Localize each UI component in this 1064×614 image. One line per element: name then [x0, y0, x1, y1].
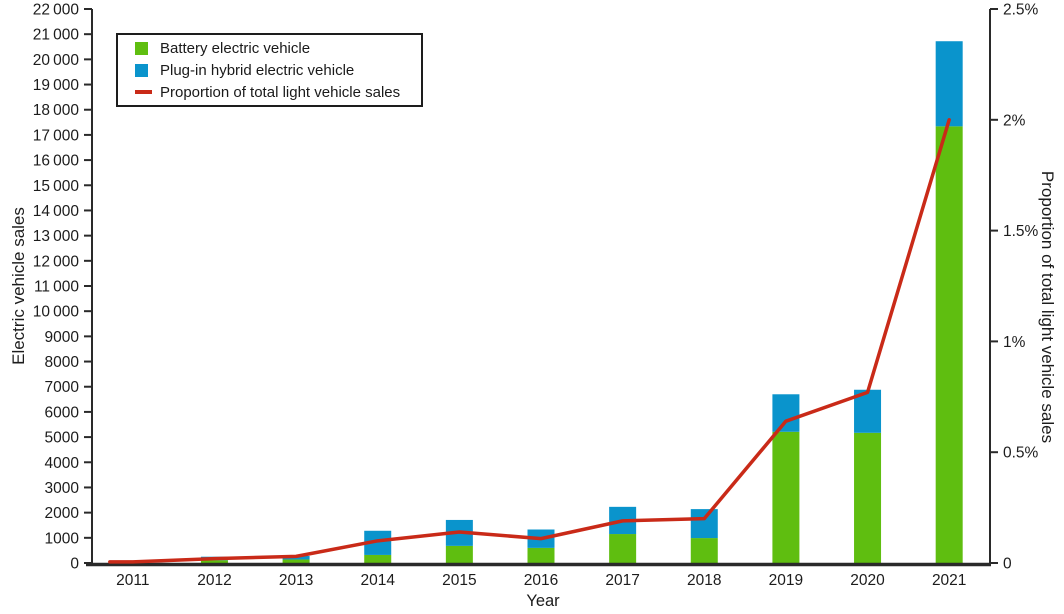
legend-item-bev: Battery electric vehicle [135, 39, 421, 58]
right-tick-label: 0 [1003, 556, 1012, 573]
x-axis-title: Year [526, 592, 560, 610]
right-tick-label: 2% [1003, 112, 1026, 129]
left-tick-label: 6000 [45, 404, 80, 421]
left-tick-label: 9000 [45, 329, 80, 346]
left-tick-label: 8000 [45, 354, 80, 371]
left-axis-title: Electric vehicle sales [9, 207, 28, 365]
x-tick-label-2018: 2018 [687, 572, 721, 589]
bar-bev-2016 [527, 547, 555, 563]
proportion-line [108, 118, 951, 564]
left-tick-label: 0 [70, 556, 79, 573]
left-tick-label: 12 000 [33, 253, 80, 270]
left-tick-label: 21 000 [33, 27, 80, 44]
right-tick-label: 0.5% [1003, 445, 1039, 462]
left-tick-label: 5000 [45, 430, 80, 447]
legend-item-phev: Plug-in hybrid electric vehicle [135, 61, 421, 80]
left-tick-label: 22 000 [33, 2, 80, 19]
legend: Battery electric vehicle Plug-in hybrid … [116, 33, 423, 107]
bar-bev-2021 [935, 126, 963, 563]
bar-bev-2013 [282, 559, 310, 563]
phev-swatch-icon [135, 63, 148, 77]
left-tick-label: 2000 [45, 505, 80, 522]
bar-bev-2015 [445, 545, 473, 563]
left-tick-label: 15 000 [33, 178, 80, 195]
x-tick-label-2016: 2016 [524, 572, 558, 589]
left-tick-label: 7000 [45, 379, 80, 396]
left-tick-label: 3000 [45, 480, 80, 497]
right-tick-label: 1.5% [1003, 223, 1039, 240]
bar-phev-2019 [772, 394, 800, 432]
left-tick-label: 14 000 [33, 203, 80, 220]
bev-swatch-icon [135, 41, 148, 55]
left-tick-label: 4000 [45, 455, 80, 472]
bar-bev-2020 [854, 432, 882, 563]
right-axis-title: Proportion of total light vehicle sales [1038, 170, 1057, 444]
left-tick-label: 20 000 [33, 52, 80, 69]
bar-phev-2018 [690, 509, 718, 539]
left-tick-label: 18 000 [33, 102, 80, 119]
bar-bev-2017 [609, 534, 637, 563]
x-tick-label-2011: 2011 [116, 572, 149, 589]
legend-label-bev: Battery electric vehicle [160, 39, 311, 57]
left-tick-label: 1000 [45, 530, 80, 547]
x-tick-label-2014: 2014 [360, 572, 395, 589]
bar-phev-2021 [935, 41, 963, 127]
left-tick-label: 13 000 [33, 228, 80, 245]
left-tick-label: 17 000 [33, 127, 80, 144]
left-tick-label: 16 000 [33, 153, 80, 170]
legend-item-proportion: Proportion of total light vehicle sales [135, 83, 421, 102]
x-tick-label-2013: 2013 [279, 572, 313, 589]
right-tick-label: 2.5% [1003, 2, 1039, 19]
bar-bev-2014 [364, 554, 392, 563]
left-tick-label: 10 000 [33, 304, 80, 321]
legend-label-phev: Plug-in hybrid electric vehicle [160, 61, 355, 79]
left-tick-label: 19 000 [33, 77, 80, 94]
bar-bev-2019 [772, 431, 800, 563]
x-tick-label-2017: 2017 [605, 572, 639, 589]
right-tick-label: 1% [1003, 334, 1026, 351]
x-tick-label-2015: 2015 [442, 572, 476, 589]
proportion-line-swatch-icon [135, 90, 152, 94]
x-tick-label-2021: 2021 [932, 572, 966, 589]
bar-bev-2018 [690, 538, 718, 563]
bar-bev-2012 [200, 560, 228, 563]
x-tick-label-2019: 2019 [769, 572, 803, 589]
legend-label-proportion: Proportion of total light vehicle sales [160, 83, 401, 101]
x-tick-label-2020: 2020 [850, 572, 885, 589]
left-tick-label: 11 000 [34, 279, 79, 296]
x-tick-label-2012: 2012 [197, 572, 231, 589]
